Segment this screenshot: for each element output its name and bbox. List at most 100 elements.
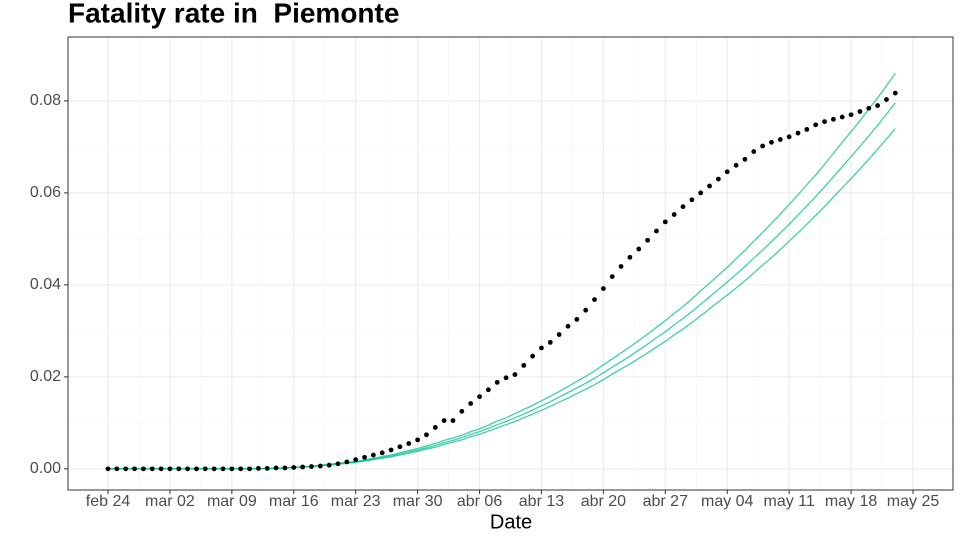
x-tick-label: may 25 bbox=[887, 493, 940, 510]
y-tick-label: 0.06 bbox=[30, 184, 61, 201]
data-point bbox=[264, 465, 270, 471]
data-point bbox=[707, 183, 712, 189]
y-tick-label: 0.00 bbox=[30, 460, 61, 477]
data-point bbox=[565, 323, 571, 329]
data-point bbox=[229, 466, 235, 472]
data-point bbox=[830, 116, 836, 122]
x-axis-title: Date bbox=[490, 511, 532, 533]
data-point bbox=[786, 134, 792, 140]
data-point bbox=[309, 464, 314, 469]
data-point bbox=[574, 316, 580, 322]
x-tick-label: may 04 bbox=[701, 493, 754, 510]
data-point bbox=[379, 450, 385, 456]
data-point bbox=[450, 418, 456, 423]
data-point bbox=[123, 466, 129, 472]
data-point bbox=[892, 90, 898, 96]
data-point bbox=[662, 219, 668, 225]
data-point bbox=[618, 264, 624, 269]
data-point bbox=[167, 466, 173, 472]
data-point bbox=[362, 454, 367, 460]
data-point bbox=[742, 156, 748, 162]
data-point bbox=[547, 339, 553, 345]
data-point bbox=[344, 459, 350, 465]
plot-border bbox=[67, 36, 954, 491]
data-point bbox=[733, 162, 739, 168]
data-point bbox=[211, 466, 217, 472]
data-point bbox=[105, 466, 111, 472]
data-point bbox=[512, 372, 518, 377]
data-point bbox=[477, 394, 482, 400]
data-point bbox=[645, 237, 651, 243]
y-tick-label: 0.08 bbox=[30, 92, 61, 109]
data-point bbox=[654, 228, 659, 234]
y-tick-label: 0.04 bbox=[30, 276, 61, 293]
data-point bbox=[370, 452, 376, 458]
data-point bbox=[583, 307, 589, 313]
data-point bbox=[724, 169, 730, 175]
data-point bbox=[185, 466, 191, 472]
data-point bbox=[291, 465, 297, 470]
data-point bbox=[202, 466, 208, 472]
y-tick-label: 0.02 bbox=[30, 368, 61, 385]
data-point bbox=[494, 379, 500, 385]
x-tick-label: may 11 bbox=[764, 493, 815, 510]
data-point bbox=[300, 464, 306, 470]
grid bbox=[68, 37, 953, 490]
data-point bbox=[627, 254, 633, 260]
x-tick-label: mar 30 bbox=[393, 493, 443, 510]
chart-title: Fatality rate in Piemonte bbox=[68, 0, 399, 28]
data-point bbox=[132, 466, 137, 472]
data-point bbox=[751, 149, 757, 154]
data-point bbox=[857, 109, 863, 114]
data-point bbox=[273, 465, 279, 471]
data-point bbox=[689, 197, 695, 203]
x-tick-label: abr 20 bbox=[581, 493, 626, 510]
data-point bbox=[220, 466, 226, 472]
x-tick-label: abr 06 bbox=[457, 493, 502, 510]
data-point bbox=[388, 447, 394, 453]
x-tick-label: mar 23 bbox=[331, 493, 381, 510]
data-point bbox=[353, 457, 359, 463]
data-point bbox=[539, 345, 544, 351]
data-point bbox=[884, 97, 889, 102]
data-point bbox=[839, 114, 845, 120]
data-point bbox=[194, 466, 199, 472]
data-point bbox=[158, 466, 164, 472]
data-point bbox=[424, 432, 429, 438]
data-point bbox=[866, 105, 872, 111]
data-point bbox=[715, 176, 721, 182]
x-tick-label: mar 09 bbox=[207, 493, 257, 510]
data-point bbox=[804, 127, 810, 132]
data-point bbox=[247, 466, 252, 472]
x-tick-label: mar 16 bbox=[269, 493, 319, 510]
data-point bbox=[326, 462, 332, 468]
data-point bbox=[415, 437, 421, 443]
data-point bbox=[255, 465, 261, 471]
data-point bbox=[680, 204, 686, 210]
data-point bbox=[848, 112, 854, 118]
data-point bbox=[485, 387, 491, 393]
data-point bbox=[822, 119, 827, 125]
data-point bbox=[600, 286, 606, 291]
data-point bbox=[530, 353, 536, 359]
data-point bbox=[406, 441, 412, 446]
data-point bbox=[671, 212, 677, 217]
data-point bbox=[441, 418, 447, 423]
data-point bbox=[149, 466, 155, 472]
data-point bbox=[875, 103, 881, 108]
data-point bbox=[468, 401, 474, 406]
data-point bbox=[432, 425, 438, 430]
data-point bbox=[503, 375, 509, 381]
data-point bbox=[777, 137, 783, 142]
data-point bbox=[282, 465, 288, 471]
x-tick-label: mar 02 bbox=[145, 493, 195, 510]
data-point bbox=[114, 466, 120, 472]
data-point bbox=[556, 332, 562, 337]
data-point bbox=[140, 466, 146, 472]
data-point bbox=[521, 362, 527, 368]
data-point bbox=[795, 130, 801, 136]
data-point bbox=[592, 297, 597, 303]
data-point bbox=[335, 461, 341, 467]
x-tick-label: may 18 bbox=[825, 493, 878, 510]
